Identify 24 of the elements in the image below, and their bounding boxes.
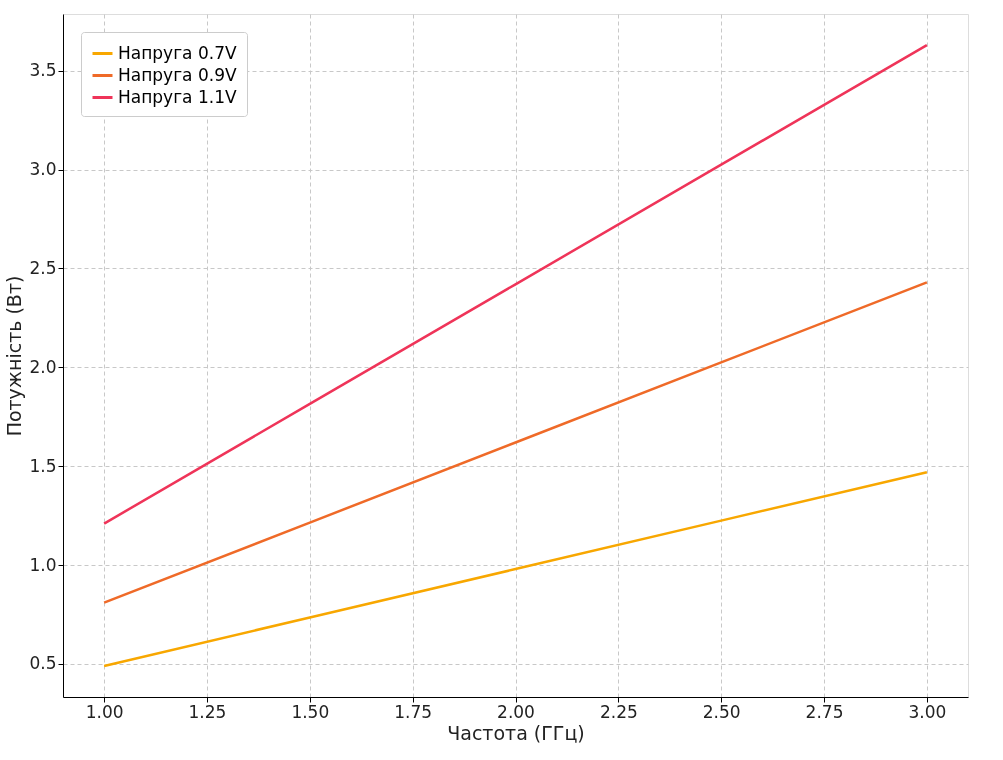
x-tick-label: 2.50: [702, 701, 741, 722]
x-tick-label: 1.00: [85, 701, 124, 722]
legend-label: Напруга 1.1V: [118, 86, 237, 107]
legend-label: Напруга 0.7V: [118, 42, 237, 63]
x-tick-label: 2.75: [805, 701, 844, 722]
x-tick-label: 2.00: [497, 701, 535, 722]
x-axis-title: Частота (ГГц): [447, 721, 585, 744]
y-tick-label: 2.5: [29, 257, 57, 278]
y-tick-label: 0.5: [29, 653, 57, 674]
x-tick-label: 1.50: [291, 701, 330, 722]
x-tick-label: 3.00: [908, 701, 947, 722]
y-tick-label: 3.5: [29, 60, 57, 81]
legend-label: Напруга 0.9V: [118, 64, 237, 85]
y-tick-label: 2.0: [29, 356, 57, 377]
x-tick-label: 1.75: [394, 701, 433, 722]
x-tick-label: 1.25: [188, 701, 227, 722]
line-series: [102, 281, 929, 604]
line-series: [102, 43, 929, 525]
y-axis-title: Потужність (Вт): [3, 275, 26, 437]
y-tick-label: 1.0: [29, 554, 57, 575]
line-series: [102, 470, 929, 668]
y-tick-label: 1.5: [29, 455, 57, 476]
x-tick-label: 2.25: [599, 701, 638, 722]
y-tick-label: 3.0: [29, 159, 57, 180]
